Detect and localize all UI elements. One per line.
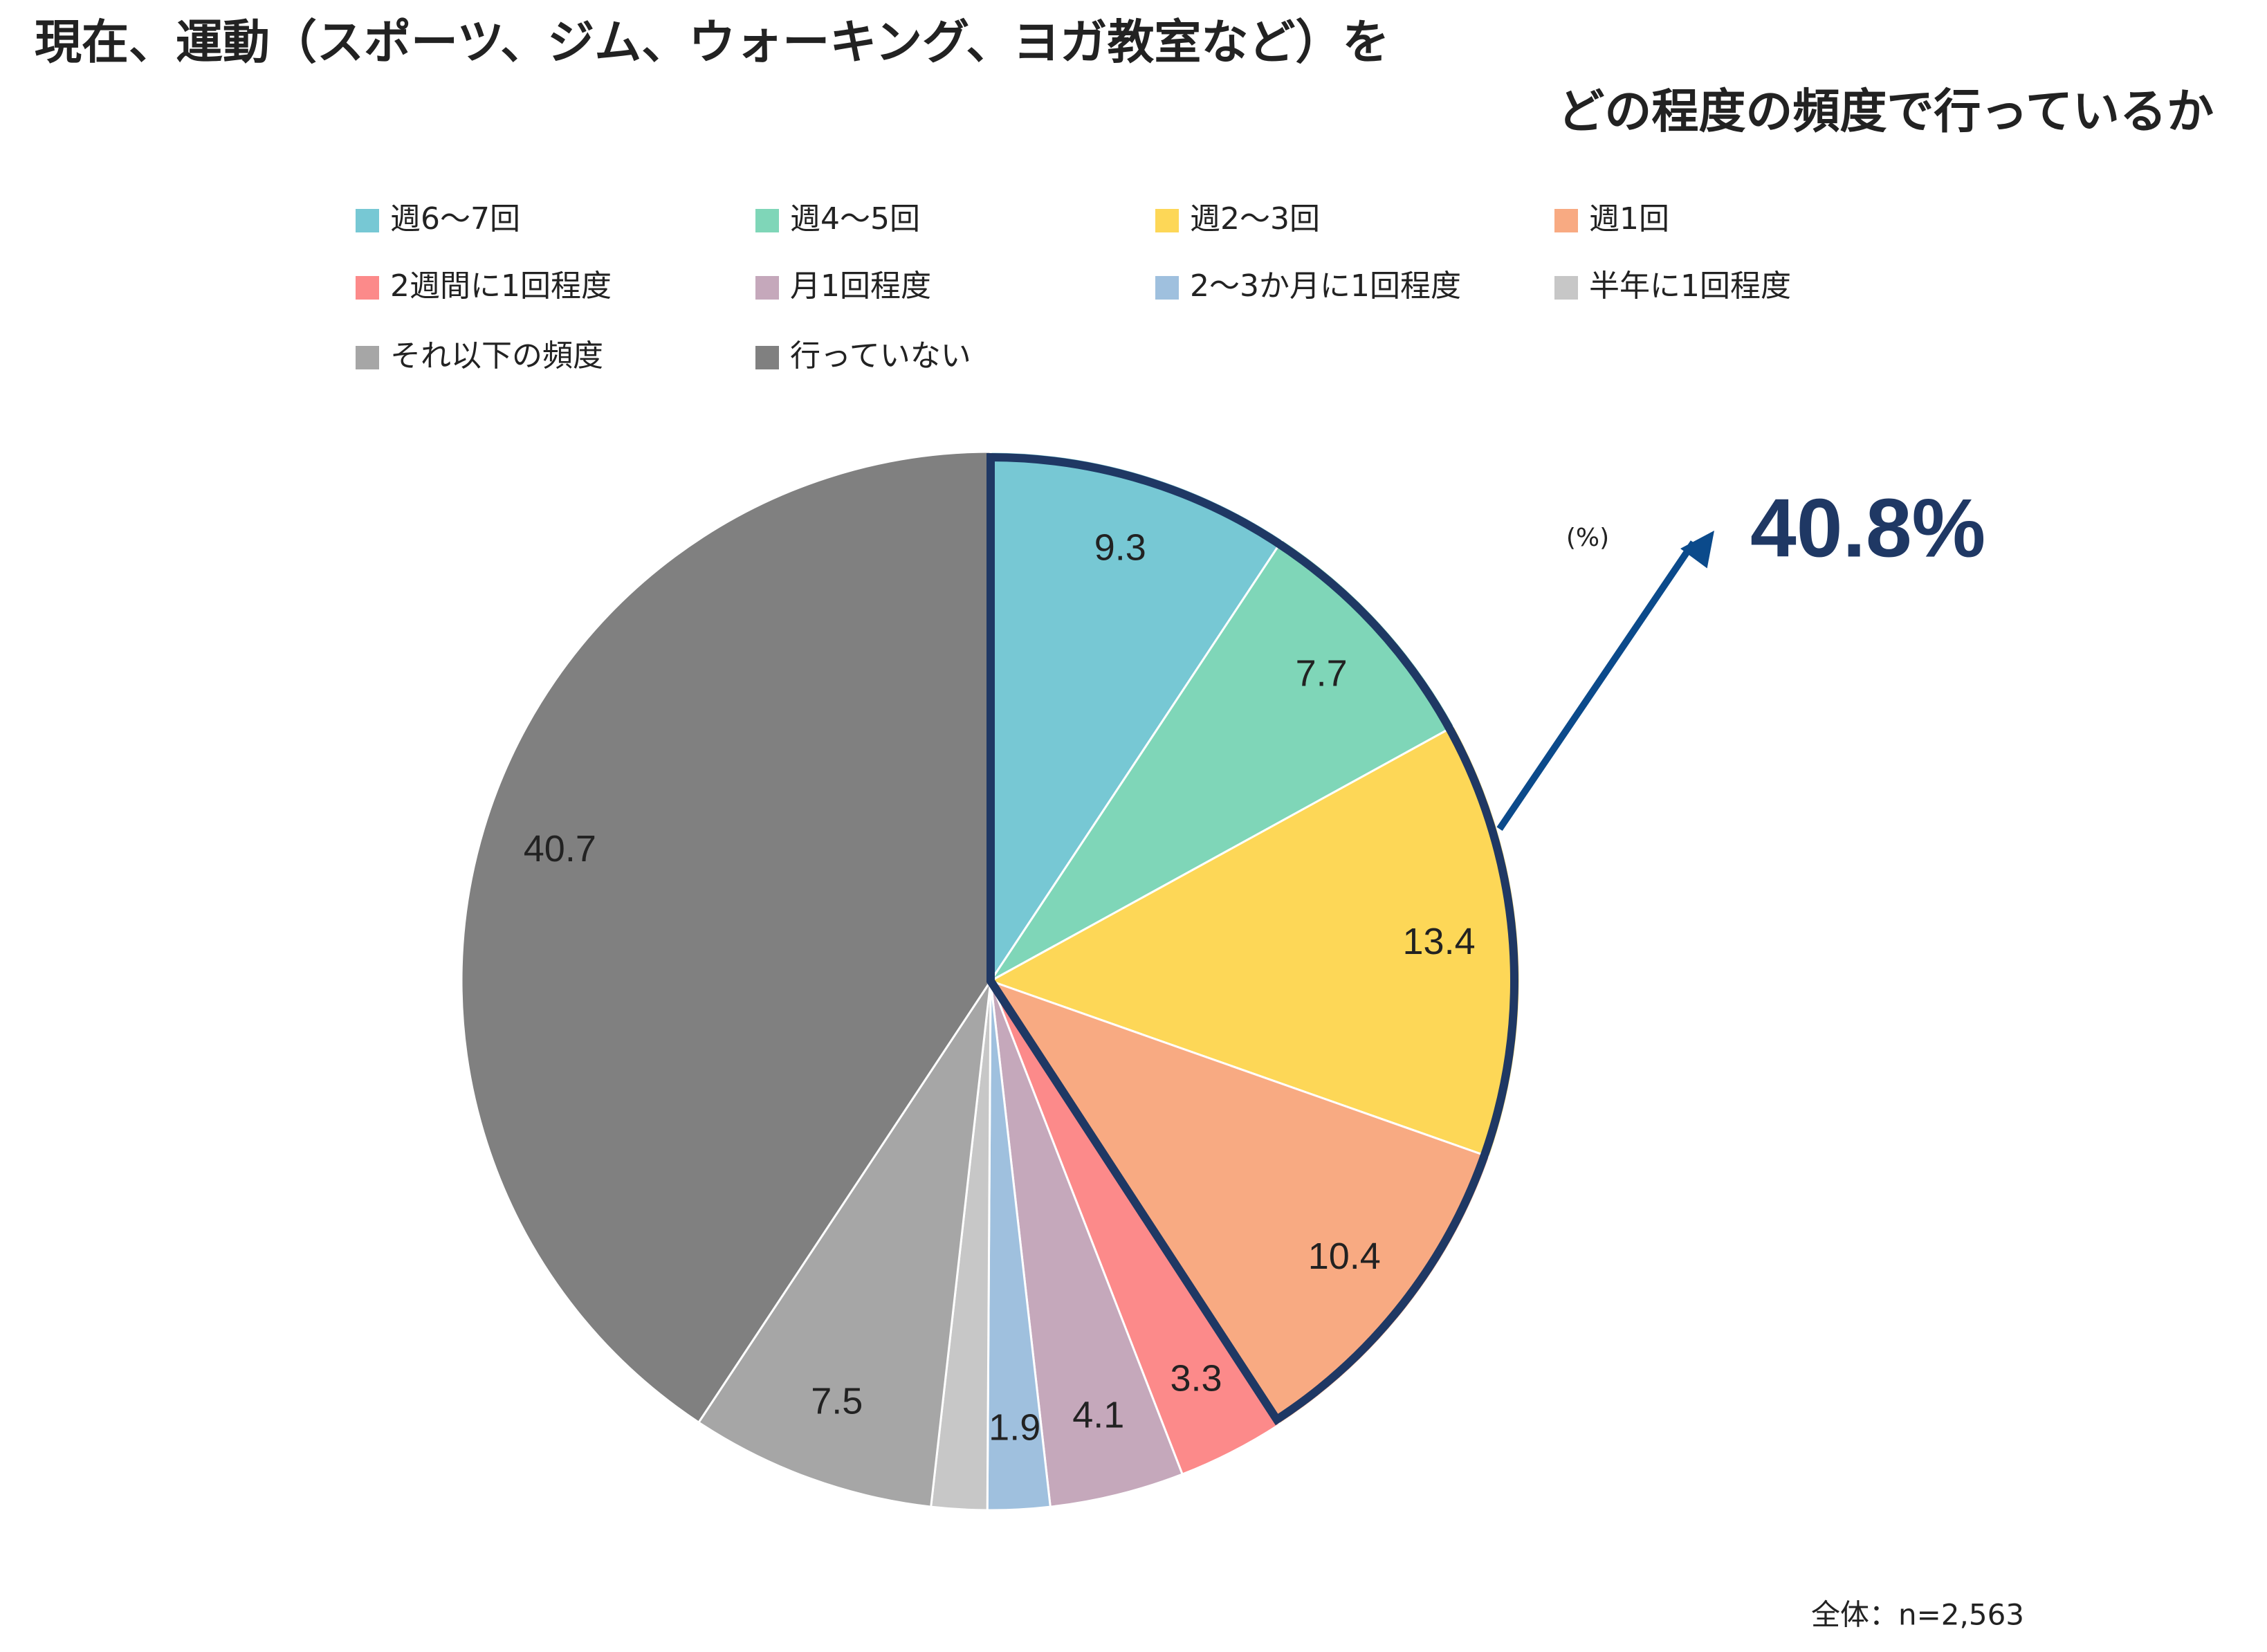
legend-label: 半年に1回程度 <box>1589 268 1791 304</box>
arrow-line <box>1496 540 1697 832</box>
legend-label: それ以下の頻度 <box>390 338 603 374</box>
legend-swatch <box>1155 276 1179 300</box>
chart-title: 現在、運動（スポーツ、ジム、ウォーキング、ヨガ教室など）を <box>35 16 1389 71</box>
legend-swatch <box>755 276 779 300</box>
legend-swatch <box>755 209 779 232</box>
legend-swatch <box>755 346 779 369</box>
legend-swatch <box>356 209 379 232</box>
legend-label: 週2～3回 <box>1190 201 1320 237</box>
legend-swatch <box>1554 209 1578 232</box>
legend-label: 週4～5回 <box>790 201 920 237</box>
pie-slice <box>989 980 1184 1508</box>
data-label: 1.9 <box>989 1407 1040 1449</box>
legend-swatch <box>1155 209 1179 232</box>
pie-slice <box>988 979 1492 1426</box>
data-label: 7.5 <box>811 1380 863 1422</box>
legend-label: 行っていない <box>790 338 971 374</box>
data-label: 3.3 <box>1170 1358 1222 1399</box>
pie-slice <box>988 724 1521 1159</box>
data-label: 4.1 <box>1072 1395 1124 1436</box>
data-label: 13.4 <box>1403 921 1476 962</box>
annotation-label: 40.8% <box>1750 482 1985 575</box>
data-label: 9.3 <box>1094 527 1146 569</box>
data-label: 40.7 <box>524 828 596 870</box>
legend-label: 週6～7回 <box>390 201 520 237</box>
highlight-outline <box>986 452 1518 1426</box>
footnote: 全体：n=2,563 <box>1811 1598 2024 1632</box>
pie-slice <box>460 450 992 1424</box>
pie-slice <box>989 450 1285 984</box>
legend-label: 2週間に1回程度 <box>390 268 612 304</box>
legend-label: 週1回 <box>1589 201 1669 237</box>
chart-title: どの程度の頻度で行っているか <box>1557 85 2214 140</box>
legend-label: 月1回程度 <box>790 268 931 304</box>
legend-swatch <box>356 346 379 369</box>
arrow-head <box>1680 531 1714 569</box>
legend-swatch <box>1554 276 1578 300</box>
pie-slice <box>697 980 992 1508</box>
pie-slice <box>989 538 1456 982</box>
legend-swatch <box>356 276 379 300</box>
data-label: 7.7 <box>1296 653 1348 695</box>
legend-label: 2～3か月に1回程度 <box>1190 268 1461 304</box>
unit-label: (%) <box>1566 524 1609 552</box>
data-label: 10.4 <box>1308 1236 1381 1277</box>
